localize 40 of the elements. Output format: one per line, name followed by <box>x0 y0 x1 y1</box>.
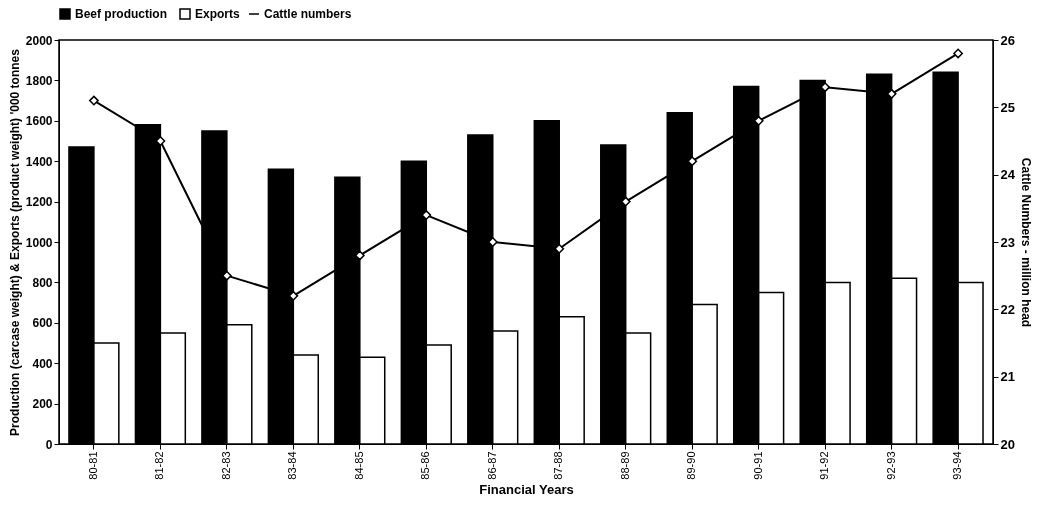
legend-label: Exports <box>195 7 240 21</box>
y-tick-label: 1600 <box>25 114 53 129</box>
y-tick-label: 400 <box>32 356 53 371</box>
legend-label: Beef production <box>75 7 167 21</box>
y-tick-label: 600 <box>32 316 53 331</box>
x-tick-label: 88-89 <box>618 451 631 480</box>
x-tick-label: 84-85 <box>352 451 365 480</box>
y-tick-label: 0 <box>45 437 53 452</box>
y-tick-label: 1000 <box>25 235 53 250</box>
x-tick-label: 83-84 <box>286 451 299 480</box>
x-tick-label: 93-94 <box>951 451 964 480</box>
y-tick-label: 1200 <box>25 195 53 210</box>
y-tick-label: 800 <box>32 275 53 290</box>
y2-tick-label: 24 <box>1000 167 1016 183</box>
x-tick-label: 81-82 <box>153 451 166 480</box>
x-tick-label: 92-93 <box>884 451 897 480</box>
x-tick-label: 82-83 <box>219 451 232 480</box>
y2-tick-label: 23 <box>1000 234 1015 250</box>
y-tick-label: 1400 <box>25 154 53 169</box>
x-axis-title: Financial Years <box>479 481 574 497</box>
x-tick-label: 91-92 <box>818 451 831 480</box>
x-tick-label: 86-87 <box>485 451 498 480</box>
y-tick-label: 2000 <box>25 33 53 48</box>
x-tick-label: 85-86 <box>419 451 432 480</box>
legend-label: Cattle numbers <box>264 7 352 21</box>
y2-axis-title: Cattle Numbers - million head <box>1018 157 1033 328</box>
x-tick-label: 89-90 <box>685 451 698 480</box>
y2-tick-label: 26 <box>1000 32 1015 48</box>
x-tick-label: 90-91 <box>751 451 764 480</box>
x-tick-label: 80-81 <box>86 451 99 480</box>
y2-tick-label: 22 <box>1000 301 1015 317</box>
point <box>953 48 964 59</box>
y-tick-label: 200 <box>32 397 53 412</box>
y2-tick-label: 21 <box>1000 369 1015 385</box>
x-tick-label: 87-88 <box>552 451 565 480</box>
y2-tick-label: 20 <box>1000 436 1015 452</box>
y-tick-label: 1800 <box>25 73 53 88</box>
y2-tick-label: 25 <box>1000 99 1015 115</box>
y-axis-title: Production (carcase weight) & Exports (product weight) '000 tonnes <box>7 48 22 436</box>
point <box>88 95 99 106</box>
